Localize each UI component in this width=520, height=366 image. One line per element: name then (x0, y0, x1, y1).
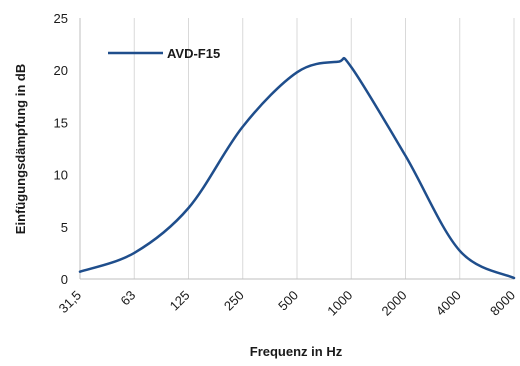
y-tick-label-1: 5 (61, 220, 68, 235)
x-tick-label-6: 2000 (379, 288, 410, 319)
x-tick-label-0: 31,5 (56, 288, 85, 317)
y-tick-label-3: 15 (54, 115, 68, 130)
x-tick-label-1: 63 (118, 288, 139, 309)
x-tick-label-5: 1000 (324, 288, 355, 319)
y-tick-labels: 0 5 10 15 20 25 (54, 11, 68, 287)
x-tick-labels: 31,5 63 125 250 500 1000 2000 4000 8000 (56, 288, 519, 319)
x-tick-label-4: 500 (275, 288, 301, 314)
x-tick-label-7: 4000 (433, 288, 464, 319)
y-tick-label-2: 10 (54, 168, 68, 183)
x-tick-label-2: 125 (167, 288, 193, 314)
y-tick-label-5: 25 (54, 11, 68, 26)
grid (133, 18, 515, 279)
y-tick-label-0: 0 (61, 272, 68, 287)
y-tick-label-4: 20 (54, 63, 68, 78)
series-layer (78, 57, 516, 280)
series-line-avd-f15 (78, 57, 516, 280)
x-axis-title: Frequenz in Hz (250, 344, 343, 359)
x-tick-label-8: 8000 (487, 288, 518, 319)
x-tick-label-3: 250 (221, 288, 247, 314)
legend-label-avd-f15: AVD-F15 (167, 46, 220, 61)
y-axis-title: Einfügungsdämpfung in dB (13, 64, 28, 234)
legend: AVD-F15 (108, 46, 220, 61)
